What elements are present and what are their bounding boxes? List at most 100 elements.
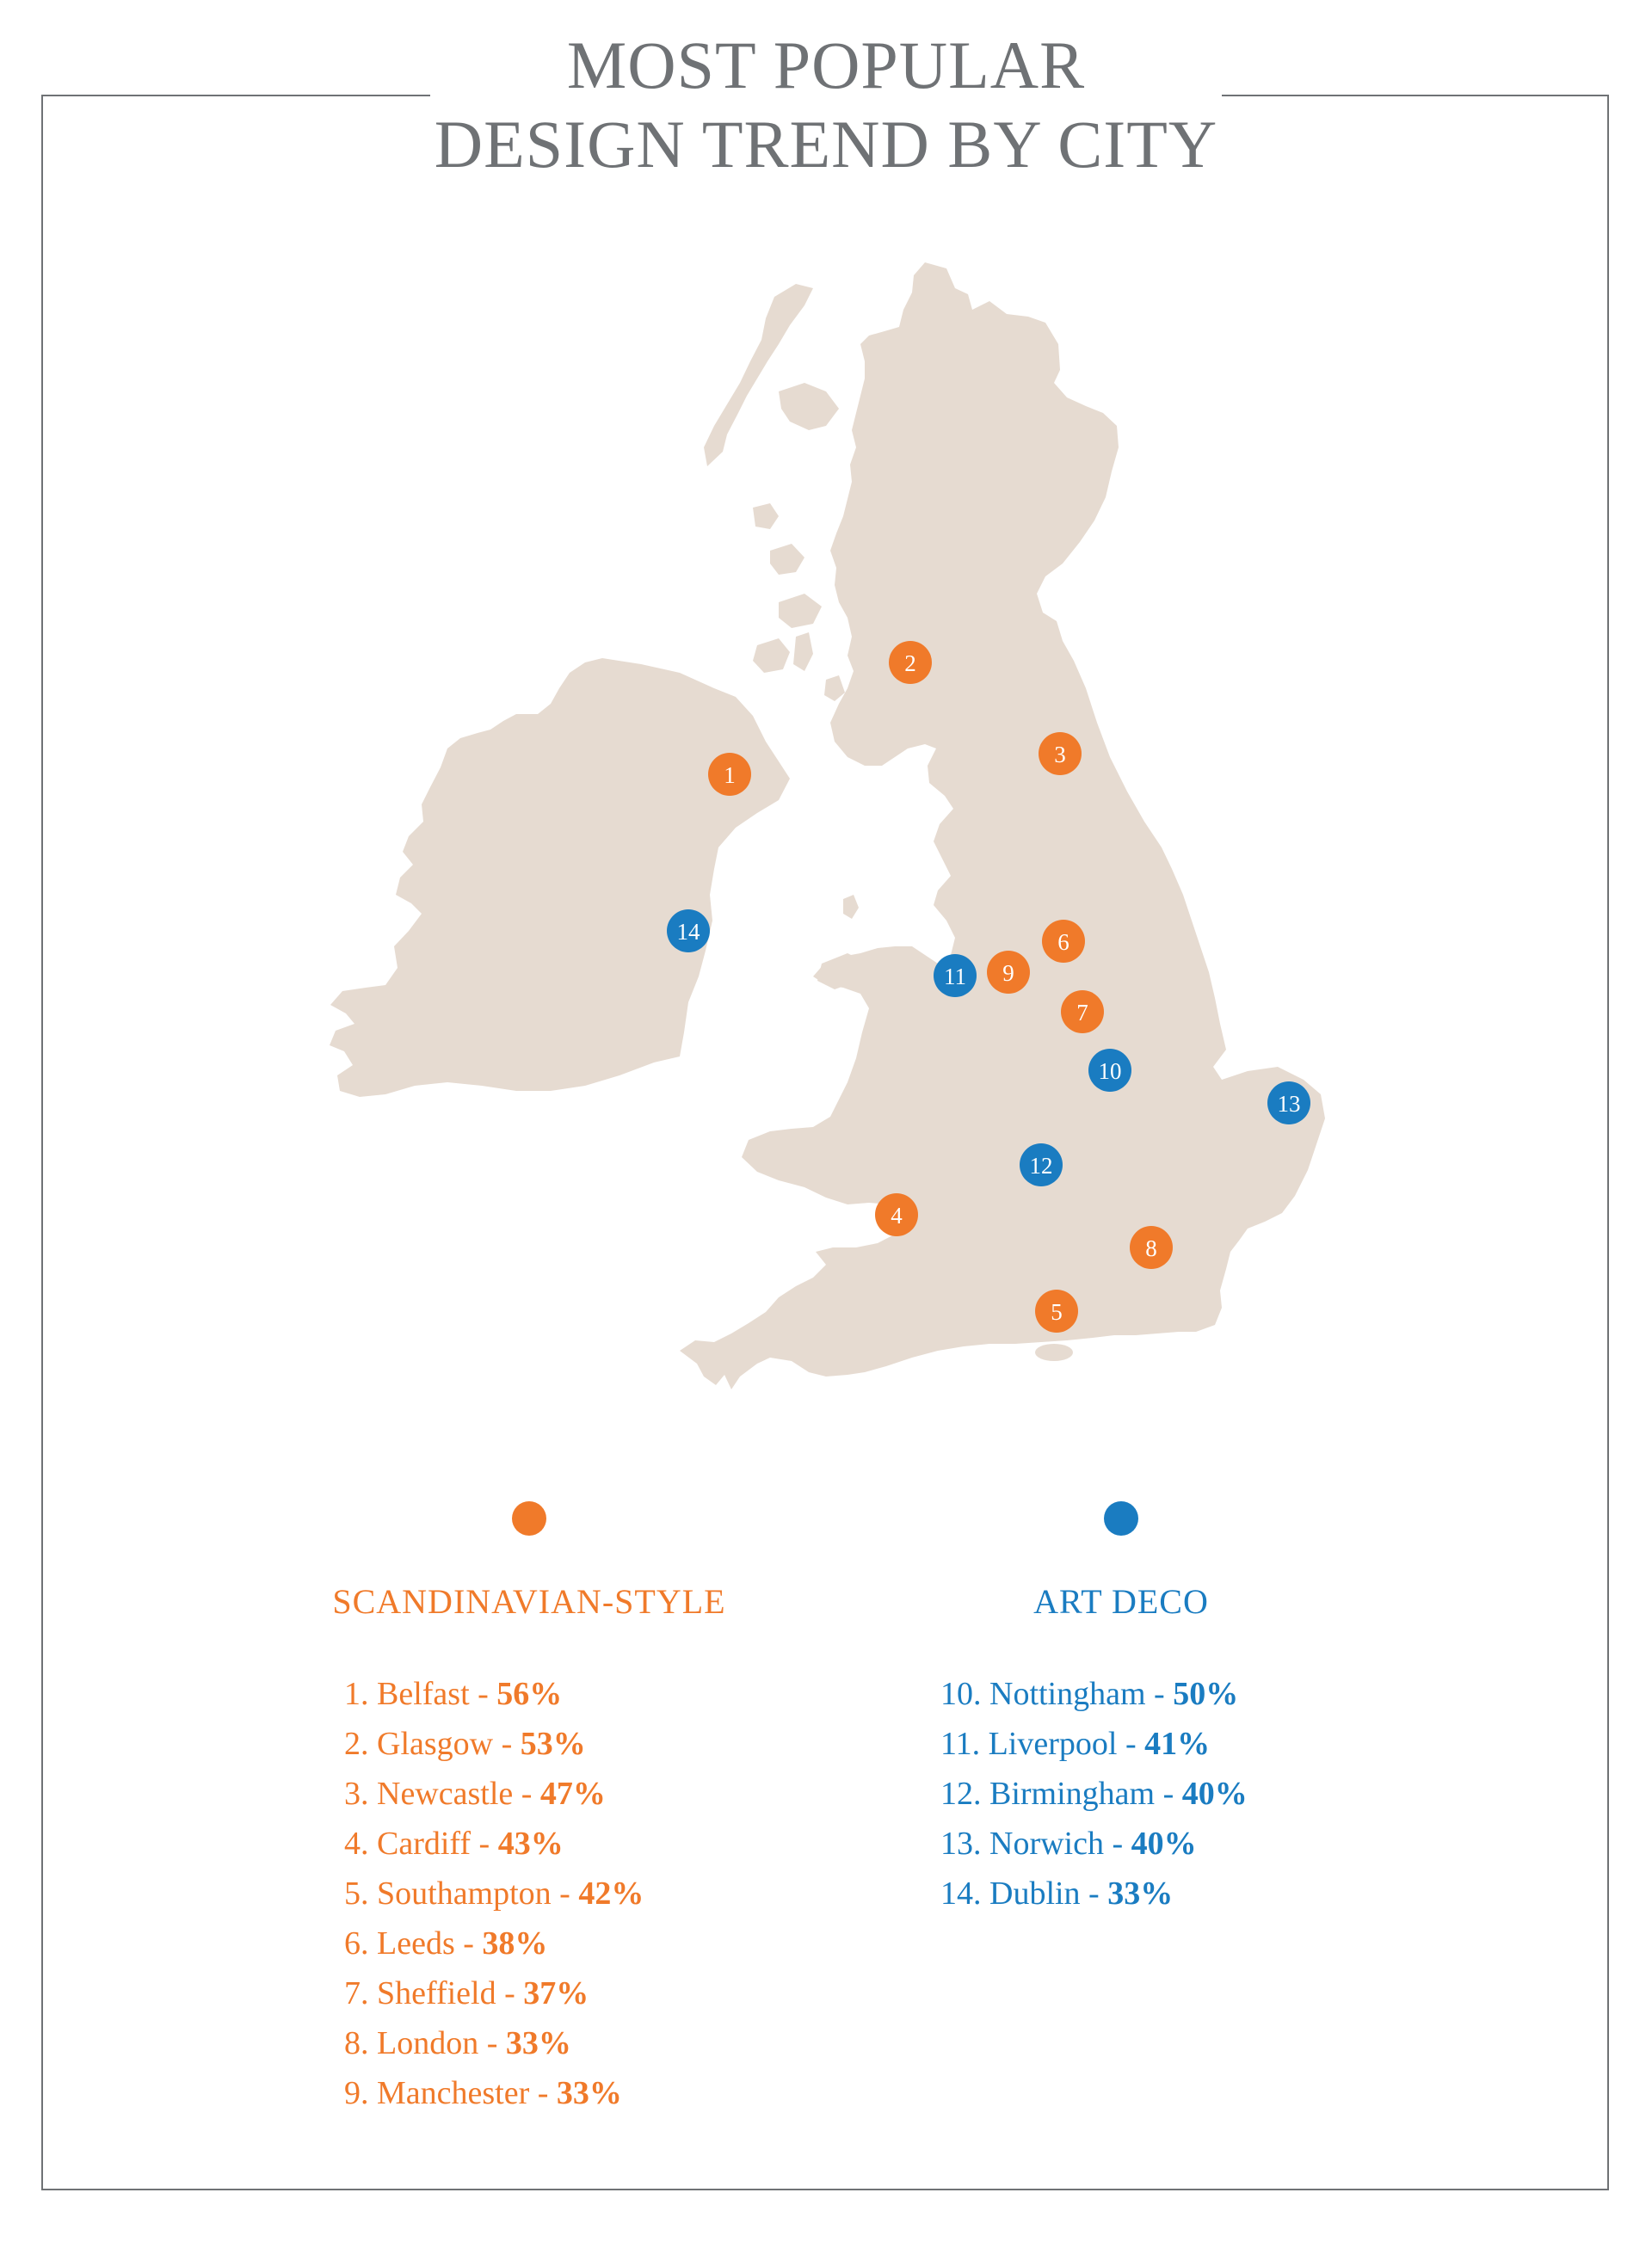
anglesey-shape bbox=[817, 953, 865, 989]
marker-dot bbox=[934, 954, 977, 997]
city-label: 6. Leeds - bbox=[344, 1925, 483, 1962]
marker-dot bbox=[875, 1193, 918, 1236]
marker-number: 6 bbox=[1057, 929, 1069, 955]
marker-dot bbox=[1130, 1226, 1173, 1269]
city-percentage: 38% bbox=[482, 1925, 548, 1962]
marker-dot bbox=[1088, 1049, 1131, 1092]
city-marker-2: 2 bbox=[889, 641, 932, 684]
city-marker-5: 5 bbox=[1035, 1290, 1078, 1333]
city-label: 12. Birmingham - bbox=[940, 1776, 1182, 1812]
marker-number: 9 bbox=[1002, 960, 1014, 986]
marker-number: 2 bbox=[904, 650, 916, 676]
city-label: 2. Glasgow - bbox=[344, 1726, 521, 1762]
city-list-item: 5. Southampton - 42% bbox=[344, 1869, 644, 1919]
city-label: 4. Cardiff - bbox=[344, 1826, 498, 1862]
city-marker-1: 1 bbox=[708, 753, 751, 796]
city-list-item: 6. Leeds - 38% bbox=[344, 1919, 644, 1968]
title-line-1: MOST POPULAR bbox=[566, 28, 1086, 102]
marker-dot bbox=[667, 909, 710, 952]
island-islay-shape bbox=[753, 638, 790, 673]
city-marker-12: 12 bbox=[1020, 1143, 1063, 1186]
city-list-item: 11. Liverpool - 41% bbox=[940, 1719, 1248, 1769]
title-line-2: DESIGN TREND BY CITY bbox=[434, 107, 1218, 182]
city-percentage: 53% bbox=[520, 1726, 586, 1762]
ireland-shape bbox=[330, 658, 790, 1097]
city-list-item: 14. Dublin - 33% bbox=[940, 1869, 1248, 1919]
city-percentage: 37% bbox=[523, 1975, 589, 2011]
island-mull-shape bbox=[779, 594, 822, 628]
marker-number: 11 bbox=[944, 964, 966, 989]
city-percentage: 40% bbox=[1131, 1826, 1197, 1862]
art-deco-legend-dot bbox=[1104, 1501, 1138, 1536]
city-label: 1. Belfast - bbox=[344, 1676, 497, 1712]
city-marker-13: 13 bbox=[1267, 1081, 1310, 1124]
art-deco-city-list: 10. Nottingham - 50% 11. Liverpool - 41% 1… bbox=[940, 1669, 1248, 1919]
city-percentage: 56% bbox=[496, 1676, 563, 1712]
page-title: MOST POPULAR DESIGN TREND BY CITY bbox=[396, 26, 1256, 184]
city-list-item: 3. Newcastle - 47% bbox=[344, 1769, 644, 1819]
marker-dot bbox=[1020, 1143, 1063, 1186]
marker-number: 3 bbox=[1054, 742, 1066, 767]
scandinavian-legend-dot bbox=[512, 1501, 546, 1536]
marker-number: 1 bbox=[724, 762, 736, 788]
city-percentage: 40% bbox=[1181, 1776, 1248, 1812]
city-percentage: 41% bbox=[1144, 1726, 1211, 1762]
marker-dot bbox=[1039, 732, 1082, 775]
city-label: 8. London - bbox=[344, 2025, 506, 2061]
marker-number: 14 bbox=[677, 919, 701, 945]
art-deco-heading: ART DECO bbox=[1033, 1582, 1209, 1621]
city-marker-9: 9 bbox=[987, 951, 1030, 994]
city-list-item: 13. Norwich - 40% bbox=[940, 1819, 1248, 1869]
city-list-item: 1. Belfast - 56% bbox=[344, 1669, 644, 1719]
city-percentage: 33% bbox=[505, 2025, 571, 2061]
outer-hebrides-shape bbox=[704, 284, 813, 466]
scandinavian-city-list: 1. Belfast - 56% 2. Glasgow - 53% 3. Newca… bbox=[344, 1669, 644, 2118]
marker-number: 8 bbox=[1145, 1235, 1157, 1261]
city-label: 13. Norwich - bbox=[940, 1826, 1131, 1862]
city-label: 11. Liverpool - bbox=[940, 1726, 1145, 1762]
city-marker-4: 4 bbox=[875, 1193, 918, 1236]
city-label: 7. Sheffield - bbox=[344, 1975, 524, 2011]
island-arran-shape bbox=[824, 675, 845, 701]
marker-number: 10 bbox=[1099, 1058, 1122, 1084]
city-percentage: 50% bbox=[1173, 1676, 1239, 1712]
city-percentage: 33% bbox=[556, 2075, 622, 2111]
marker-number: 4 bbox=[891, 1203, 903, 1229]
island-skye-shape bbox=[779, 383, 839, 430]
city-percentage: 33% bbox=[1107, 1876, 1174, 1912]
island-small-2 bbox=[770, 544, 804, 575]
city-marker-8: 8 bbox=[1130, 1226, 1173, 1269]
city-percentage: 42% bbox=[578, 1876, 644, 1912]
city-list-item: 10. Nottingham - 50% bbox=[940, 1669, 1248, 1719]
city-marker-14: 14 bbox=[667, 909, 710, 952]
title-mask bbox=[430, 77, 1222, 129]
city-label: 5. Southampton - bbox=[344, 1876, 579, 1912]
city-label: 14. Dublin - bbox=[940, 1876, 1108, 1912]
city-marker-7: 7 bbox=[1061, 990, 1104, 1033]
marker-dot bbox=[889, 641, 932, 684]
marker-dot bbox=[1061, 990, 1104, 1033]
city-marker-6: 6 bbox=[1042, 920, 1085, 963]
city-percentage: 47% bbox=[539, 1776, 606, 1812]
city-list-item: 7. Sheffield - 37% bbox=[344, 1968, 644, 2018]
great-britain-shape bbox=[680, 262, 1325, 1389]
city-list-item: 2. Glasgow - 53% bbox=[344, 1719, 644, 1769]
city-label: 9. Manchester - bbox=[344, 2075, 557, 2111]
city-list-item: 12. Birmingham - 40% bbox=[940, 1769, 1248, 1819]
city-percentage: 43% bbox=[497, 1826, 564, 1862]
marker-dot bbox=[987, 951, 1030, 994]
marker-dot bbox=[1042, 920, 1085, 963]
city-marker-11: 11 bbox=[934, 954, 977, 997]
city-label: 10. Nottingham - bbox=[940, 1676, 1174, 1712]
landmass bbox=[330, 262, 1325, 1389]
city-marker-3: 3 bbox=[1039, 732, 1082, 775]
city-list-item: 8. London - 33% bbox=[344, 2018, 644, 2068]
marker-dot bbox=[708, 753, 751, 796]
city-list-item: 4. Cardiff - 43% bbox=[344, 1819, 644, 1869]
scandinavian-heading: SCANDINAVIAN-STYLE bbox=[332, 1582, 726, 1621]
island-small-1 bbox=[753, 503, 779, 529]
isle-of-wight-shape bbox=[1035, 1344, 1073, 1361]
isle-of-man-shape bbox=[843, 895, 859, 919]
